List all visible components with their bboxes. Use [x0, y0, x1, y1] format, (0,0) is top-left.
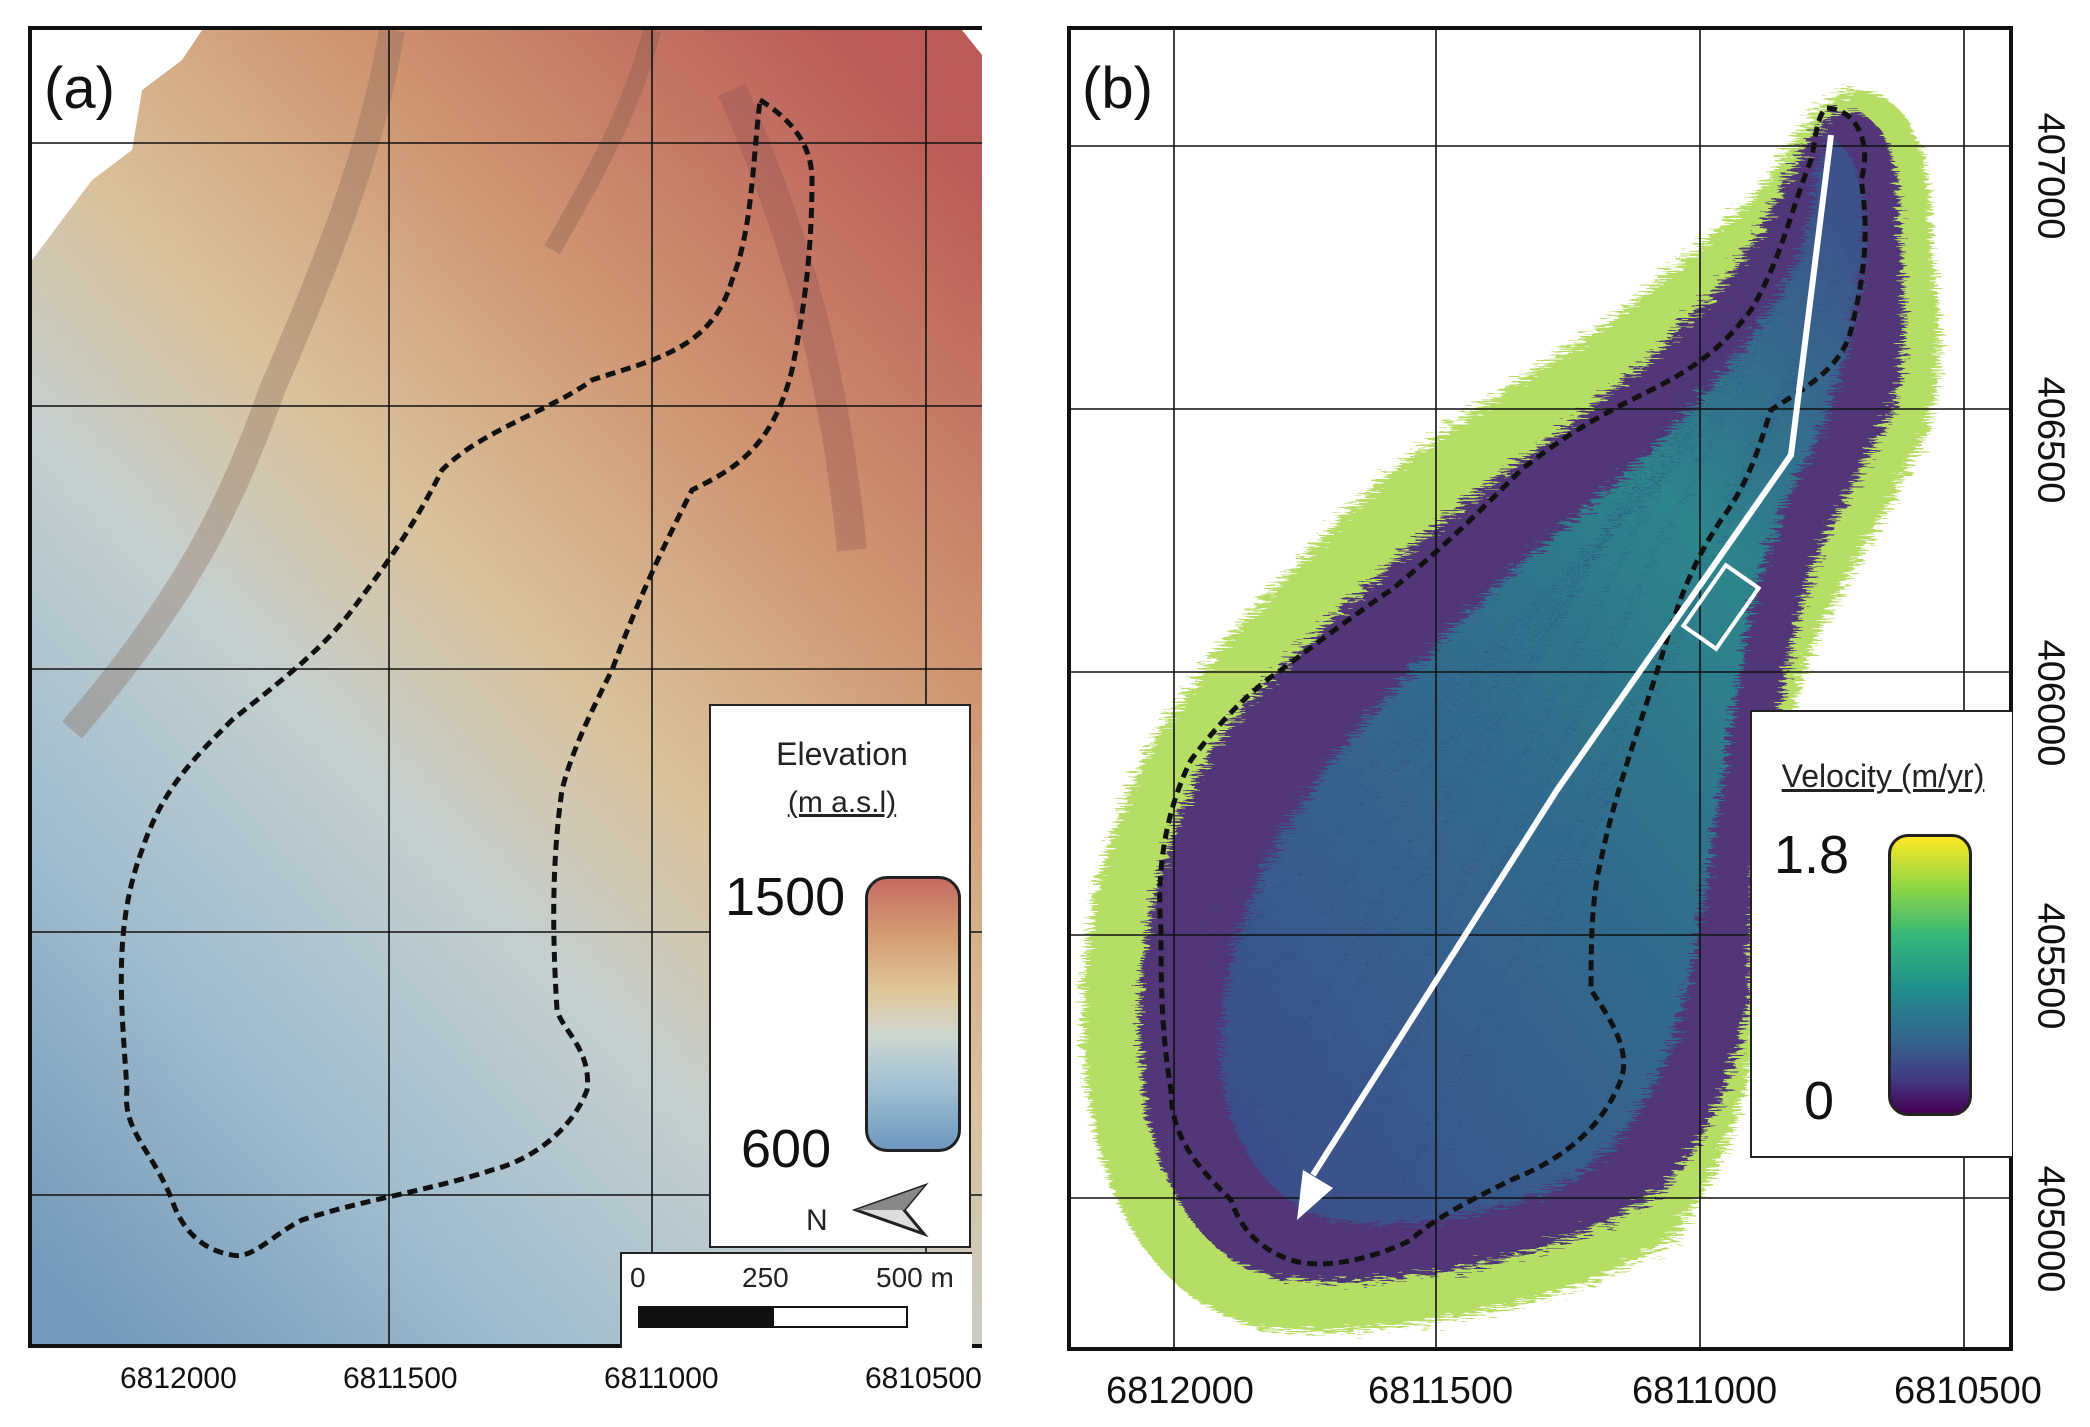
- scale-bar-black-segment: [638, 1306, 776, 1328]
- elevation-color-ramp: [865, 876, 961, 1152]
- velocity-legend-max: 1.8: [1774, 825, 1850, 885]
- north-arrow-icon: [852, 1182, 929, 1238]
- panel-b-x-tick: 6810500: [1894, 1370, 2042, 1412]
- elevation-legend-title: Elevation: [776, 736, 908, 772]
- panel-b-x-tick: 6811500: [1368, 1370, 1514, 1412]
- scale-tick-500: 500 m: [876, 1262, 954, 1293]
- panel-b-y-tick: 407000: [2029, 112, 2072, 240]
- panel-b-y-tick: 405500: [2029, 902, 2072, 1030]
- scale-tick-0: 0: [630, 1262, 646, 1293]
- panel-a-label: (a): [38, 54, 125, 128]
- panel-a-x-tick: 6811500: [343, 1362, 458, 1395]
- panel-b-y-tick: 405000: [2029, 1165, 2072, 1293]
- elevation-legend: Elevation (m a.s.l) 1500 600: [709, 704, 971, 1248]
- elevation-legend-min: 600: [741, 1119, 832, 1179]
- scale-tick-250: 250: [742, 1262, 789, 1293]
- panel-b-x-tick: 6811000: [1632, 1370, 1778, 1412]
- flow-direction-arrow-icon: [1297, 134, 1834, 1220]
- grid-lines: [1071, 30, 2009, 1347]
- panel-a-x-tick: 6810500: [865, 1362, 982, 1395]
- north-label: N: [806, 1204, 828, 1237]
- panel-a-x-tick: 6812000: [120, 1362, 237, 1395]
- scale-bar-white-segment: [772, 1306, 908, 1328]
- scale-bar: 0 250 500 m: [620, 1252, 972, 1348]
- panel-b-y-tick: 406000: [2029, 639, 2072, 767]
- landslide-boundary: [118, 95, 815, 1259]
- panel-b-y-tick: 406500: [2029, 376, 2072, 504]
- elevation-legend-max: 1500: [725, 867, 846, 927]
- sample-area-box: [1680, 562, 1762, 652]
- landslide-boundary: [1157, 105, 1868, 1267]
- velocity-legend: Velocity (m/yr) 1.8 0: [1750, 710, 2012, 1158]
- velocity-map-panel: [1067, 26, 2013, 1351]
- panel-b-label: (b): [1082, 56, 1153, 121]
- velocity-legend-title: Velocity (m/yr): [1781, 758, 1985, 794]
- velocity-legend-min: 0: [1804, 1071, 1835, 1131]
- velocity-color-ramp: [1888, 834, 1972, 1116]
- velocity-vector-map: [1071, 30, 2009, 1347]
- elevation-legend-unit: (m a.s.l): [787, 786, 897, 819]
- panel-b-x-tick: 6812000: [1106, 1370, 1254, 1412]
- panel-a-x-tick: 6811000: [604, 1362, 719, 1395]
